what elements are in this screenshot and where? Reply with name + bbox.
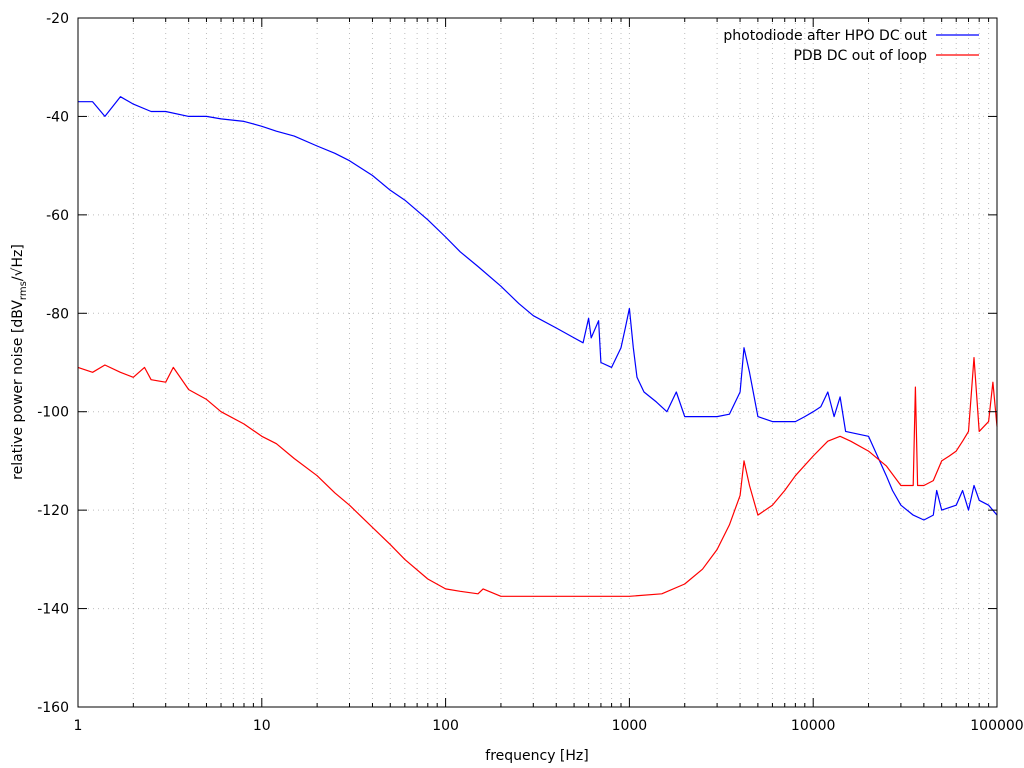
axis-ticks: [77, 17, 997, 708]
y-axis-title-prefix: relative power noise [dBV: [10, 300, 26, 480]
y-axis-title-suffix: /√Hz]: [10, 244, 26, 281]
tick-labels: 1 10 100 1000 10000 100000 -160 -140 -120 -100 -80…: [37, 11, 1024, 734]
y-tick-label: -60: [46, 208, 69, 224]
legend-label-photodiode: photodiode after HPO DC out: [723, 28, 927, 44]
y-axis-title-subscript: rms: [18, 281, 29, 300]
legend: photodiode after HPO DC out PDB DC out o…: [723, 28, 979, 64]
series-line-0: [78, 96, 998, 521]
x-tick-label: 100: [432, 718, 459, 734]
y-tick-label: -40: [46, 109, 69, 125]
y-tick-label: -80: [46, 306, 69, 322]
y-tick-label: -20: [46, 11, 69, 27]
series-group: [77, 96, 998, 597]
y-axis-title: relative power noise [dBVrms/√Hz]: [10, 244, 29, 480]
x-tick-label: 10: [253, 718, 271, 734]
grid-lines: [77, 17, 997, 708]
x-tick-label: 10000: [791, 718, 836, 734]
legend-label-pdb: PDB DC out of loop: [793, 48, 927, 64]
x-axis-title: frequency [Hz]: [485, 748, 588, 764]
y-tick-label: -100: [37, 405, 69, 421]
x-tick-label: 1000: [612, 718, 648, 734]
series-line-1: [77, 357, 998, 597]
x-tick-label: 100000: [970, 718, 1023, 734]
y-tick-label: -140: [37, 602, 69, 618]
plot-frame: [77, 17, 998, 708]
y-tick-label: -120: [37, 503, 69, 519]
y-tick-label: -160: [37, 700, 69, 716]
x-tick-label: 1: [74, 718, 83, 734]
